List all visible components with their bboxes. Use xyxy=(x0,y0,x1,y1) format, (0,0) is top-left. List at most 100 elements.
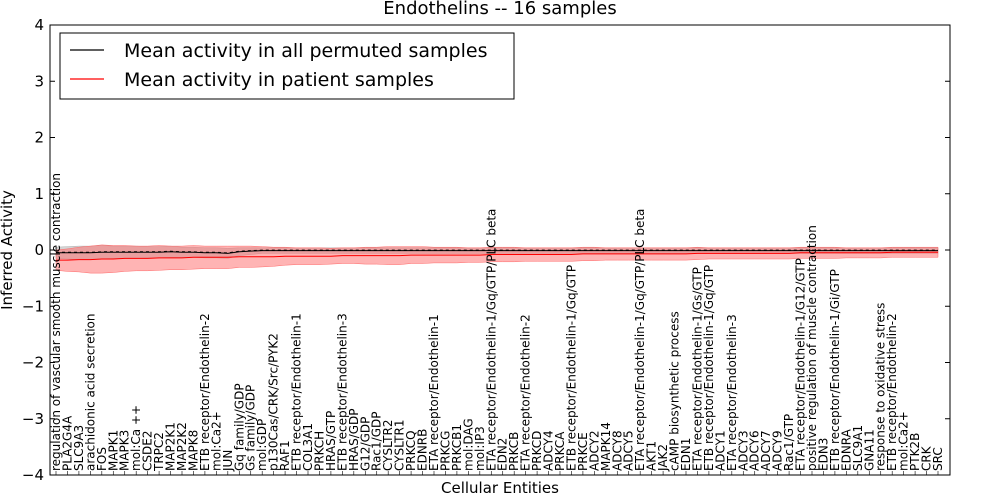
entity-label: ETB receptor/Endothelin-1 xyxy=(290,313,304,471)
entity-label: PRKCQ xyxy=(404,430,418,471)
entity-label: SRC xyxy=(931,447,945,471)
entity-label: MAP2K1 xyxy=(164,422,178,471)
entity-label: mol:DAG xyxy=(461,418,475,471)
entity-label: mol:GDP xyxy=(255,419,269,471)
x-axis-title: Cellular Entities xyxy=(441,479,559,497)
entity-label: ETB receptor/Endothelin-1/Gi/GTP xyxy=(828,269,842,471)
entity-label: ADCY5 xyxy=(622,430,636,471)
y-tick-label: 0 xyxy=(34,241,44,259)
y-tick-label: −1 xyxy=(22,297,44,315)
y-axis-title: Inferred Activity xyxy=(0,190,16,310)
entity-label: PLA2G4A xyxy=(61,415,75,471)
entity-label: PRKCG xyxy=(439,431,453,471)
entity-label: PRKCA xyxy=(553,431,567,471)
entity-label: ETA receptor/Endothelin-2 xyxy=(519,314,533,471)
entity-label: ETA receptor/Endothelin-1/G12/GTP xyxy=(794,258,808,471)
entity-label: G12/GDP xyxy=(358,417,372,471)
y-tick-label: −2 xyxy=(22,354,44,372)
tick-layer: 4 3 2 1 0 −1 −2 −3 −4 xyxy=(22,16,950,484)
entity-label: AKT1 xyxy=(645,441,659,471)
entity-label: EDNRB xyxy=(416,429,430,471)
entity-label: ETA receptor/Endothelin-1/Gs/GTP xyxy=(691,267,705,471)
entity-label: HRAS/GDP xyxy=(347,408,361,471)
entity-label: ETA receptor/Endothelin-1/Gq/GTP/PLC bet… xyxy=(484,209,498,471)
y-tick-label: −3 xyxy=(22,410,44,428)
legend-label-patient: Mean activity in patient samples xyxy=(124,69,434,91)
entity-label: MAP2K2 xyxy=(175,422,189,471)
entity-label: ADCY2 xyxy=(587,430,601,471)
entity-label: MAPK1 xyxy=(106,430,120,471)
entity-label: EDN1 xyxy=(679,438,693,471)
entity-label: PRKCE xyxy=(576,432,590,471)
plot-frame xyxy=(49,24,951,476)
entity-label: ADCY4 xyxy=(542,430,556,471)
legend-label-permuted: Mean activity in all permuted samples xyxy=(124,40,487,62)
entity-label: HRAS/GTP xyxy=(324,411,338,471)
entity-label: mol:Ca ++ xyxy=(129,405,143,471)
entity-label: JUN xyxy=(221,450,235,472)
entity-label: ETB receptor/Endothelin-2 xyxy=(198,313,212,471)
entity-label: PTK2B xyxy=(908,433,922,471)
y-tick-label: −4 xyxy=(22,466,44,484)
y-tick-label: 1 xyxy=(34,185,44,203)
entity-label: CSDE2 xyxy=(141,431,155,471)
entity-label: mol:Ca2+ xyxy=(209,411,223,471)
entity-label: ADCY9 xyxy=(771,430,785,471)
entity-label: RAF1 xyxy=(278,440,292,471)
entity-label: MAPK14 xyxy=(599,422,613,471)
entity-label: ADCY6 xyxy=(748,430,762,471)
permuted-mean-line xyxy=(56,250,938,254)
entity-label: FOS xyxy=(95,447,109,471)
entity-label: ETB receptor/Endothelin-2 xyxy=(885,313,899,471)
entity-label: Gq family/GDP xyxy=(232,383,246,471)
entity-label-layer: regulation of vascular smooth muscle con… xyxy=(49,173,945,472)
entity-label: COL3A1 xyxy=(301,423,315,471)
entity-label: PRKCB xyxy=(507,432,521,471)
entity-label: SLC9A3 xyxy=(72,425,86,471)
entity-label: EDN2 xyxy=(496,438,510,471)
entity-label: ETA receptor/Endothelin-3 xyxy=(725,314,739,471)
y-tick-label: 4 xyxy=(34,16,44,34)
entity-label: arachidonic acid secretion xyxy=(83,314,97,471)
entity-label: Rac1/GDP xyxy=(370,412,384,471)
entity-label: mol:IP3 xyxy=(473,426,487,471)
entity-label: mol:Ca2+ xyxy=(897,411,911,471)
entity-label: regulation of vascular smooth muscle con… xyxy=(49,173,63,471)
entity-label: EDN3 xyxy=(817,438,831,471)
entity-label: JAK2 xyxy=(656,444,670,472)
entity-label: Gs family/GDP xyxy=(244,385,258,471)
entity-label: TRPC2 xyxy=(152,432,166,472)
y-tick-label: 3 xyxy=(34,72,44,90)
entity-label: SLC9A1 xyxy=(851,425,865,471)
entity-label: cAMP biosynthetic process xyxy=(668,311,682,471)
entity-label: p130Cas/CRK/Src/PYK2 xyxy=(267,333,281,471)
entity-label: ADCY7 xyxy=(759,430,773,471)
chart-title: Endothelins -- 16 samples xyxy=(383,0,616,19)
entity-label: ETB receptor/Endothelin-1/Gq/GTP xyxy=(702,265,716,471)
entity-label: positive regulation of muscle contractio… xyxy=(805,225,819,471)
entity-label: MAPK8 xyxy=(187,430,201,471)
entity-label: ETA receptor/Endothelin-1/Gq/GTP/PLC bet… xyxy=(633,209,647,471)
entity-label: CYSLTR2 xyxy=(381,420,395,471)
entity-label: ADCY8 xyxy=(610,430,624,471)
entity-label: ETB receptor/Endothelin-3 xyxy=(335,313,349,471)
line-layer xyxy=(56,249,938,261)
entity-label: PRKCD xyxy=(530,431,544,471)
entity-label: GNA11 xyxy=(862,429,876,471)
patient-mean-line xyxy=(56,251,938,261)
entity-label: PRKCH xyxy=(313,431,327,471)
entity-label: response to oxidative stress xyxy=(874,303,888,471)
entity-label: Rac1/GTP xyxy=(782,414,796,471)
entity-label: ETA receptor/Endothelin-1 xyxy=(427,314,441,471)
y-tick-label: 2 xyxy=(34,129,44,147)
entity-label: CYSLTR1 xyxy=(393,420,407,471)
band-layer xyxy=(55,244,939,274)
legend-frame xyxy=(59,32,515,100)
entity-label: PRKCB1 xyxy=(450,424,464,471)
entity-label: ADCY1 xyxy=(713,430,727,471)
entity-label: MAPK3 xyxy=(118,430,132,471)
entity-label: ETB receptor/Endothelin-1/Gq/GTP xyxy=(565,265,579,471)
entity-label: EDNRA xyxy=(839,428,853,471)
entity-label: CRK xyxy=(920,445,934,471)
